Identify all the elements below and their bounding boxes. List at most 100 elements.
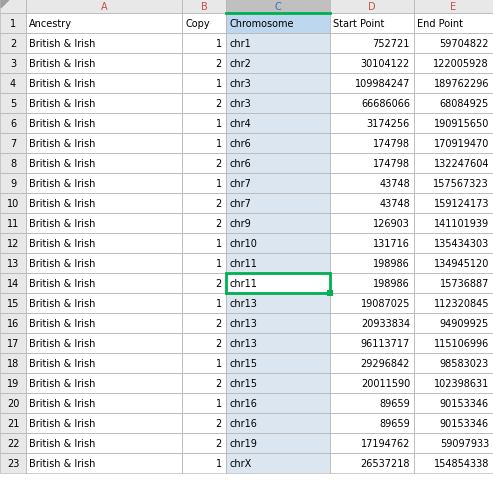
Bar [414,293,493,313]
Bar [226,74,330,94]
Text: D: D [368,2,376,12]
Bar [330,293,414,313]
Bar [26,433,182,453]
Bar [182,413,226,433]
Text: British & Irish: British & Irish [29,218,95,228]
Bar [182,253,226,274]
Text: 190915650: 190915650 [434,119,489,129]
Text: 15736887: 15736887 [440,278,489,288]
Bar [226,74,330,94]
Text: End Point: End Point [417,19,463,29]
Bar [414,154,493,174]
Bar [414,333,493,353]
Text: chr10: chr10 [229,239,257,249]
Text: 30104122: 30104122 [361,59,410,69]
Bar [330,313,414,333]
Bar [26,193,182,214]
Text: chr16: chr16 [229,418,257,428]
Bar [330,353,414,373]
Text: British & Irish: British & Irish [29,79,95,89]
Text: 17: 17 [7,338,19,348]
Bar [226,174,330,193]
Bar [226,0,330,14]
Bar [414,274,493,293]
Text: 89659: 89659 [379,418,410,428]
Text: 109984247: 109984247 [354,79,410,89]
Bar [182,193,226,214]
Text: British & Irish: British & Irish [29,99,95,109]
Text: 96113717: 96113717 [361,338,410,348]
Text: British & Irish: British & Irish [29,199,95,209]
Bar [330,353,414,373]
Bar [330,233,414,253]
Bar [0,274,26,293]
Text: 126903: 126903 [373,218,410,228]
Text: chr15: chr15 [229,358,257,368]
Bar [330,193,414,214]
Text: chr1: chr1 [229,39,251,49]
Bar [330,393,414,413]
Bar [330,373,414,393]
Bar [226,274,330,293]
Text: 5: 5 [10,99,16,109]
Bar [226,94,330,114]
Bar [182,14,226,34]
Bar [26,174,182,193]
Bar [26,313,182,333]
Bar [414,94,493,114]
Text: 2: 2 [216,99,222,109]
Bar [414,333,493,353]
Bar [26,453,182,473]
Bar [327,290,333,296]
Text: 112320845: 112320845 [433,299,489,308]
Text: chr11: chr11 [229,258,257,268]
Bar [0,193,26,214]
Bar [26,214,182,233]
Text: 141101939: 141101939 [434,218,489,228]
Bar [226,293,330,313]
Bar [182,333,226,353]
Bar [182,134,226,154]
Bar [226,114,330,134]
Bar [226,373,330,393]
Bar [330,333,414,353]
Bar [226,453,330,473]
Bar [0,233,26,253]
Bar [330,393,414,413]
Bar [414,393,493,413]
Bar [226,293,330,313]
Bar [330,134,414,154]
Text: 2: 2 [216,278,222,288]
Bar [414,0,493,14]
Bar [26,94,182,114]
Bar [0,134,26,154]
Bar [182,293,226,313]
Bar [330,274,414,293]
Text: 17194762: 17194762 [360,438,410,448]
Bar [414,233,493,253]
Bar [182,34,226,54]
Bar [26,433,182,453]
Text: 43748: 43748 [379,199,410,209]
Text: British & Irish: British & Irish [29,179,95,189]
Bar [330,34,414,54]
Bar [0,453,26,473]
Text: 1: 1 [216,179,222,189]
Bar [0,74,26,94]
Text: 4: 4 [10,79,16,89]
Bar [0,174,26,193]
Bar [226,14,330,34]
Bar [226,233,330,253]
Text: chr3: chr3 [229,99,251,109]
Text: 20011590: 20011590 [361,378,410,388]
Bar [330,274,414,293]
Text: 94909925: 94909925 [440,318,489,328]
Text: 9: 9 [10,179,16,189]
Bar [182,174,226,193]
Bar [414,393,493,413]
Bar [0,154,26,174]
Text: 6: 6 [10,119,16,129]
Bar [330,253,414,274]
Bar [0,393,26,413]
Bar [0,34,26,54]
